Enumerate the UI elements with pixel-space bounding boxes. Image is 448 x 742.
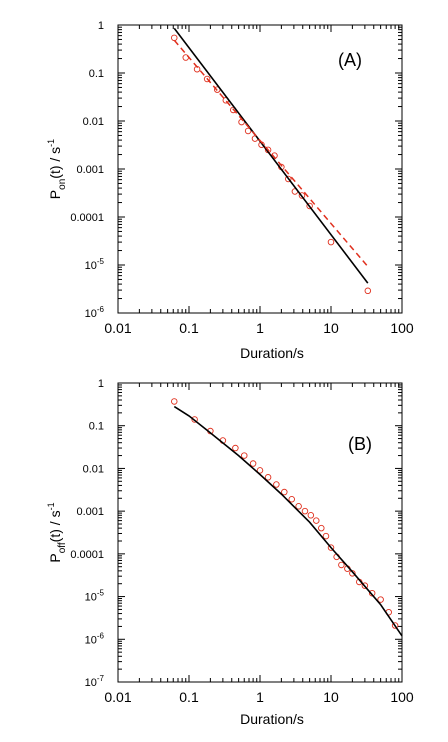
data-point	[307, 512, 315, 519]
y-tick-label: 1	[98, 378, 104, 390]
plot-frame	[117, 382, 403, 683]
data-point	[240, 452, 248, 459]
y-tick-label: 1	[98, 20, 104, 32]
data-point	[313, 517, 320, 524]
data-point	[306, 202, 313, 210]
data-point	[171, 398, 178, 405]
data-point	[318, 524, 325, 532]
y-tick-label: 0.1	[89, 421, 104, 433]
data-point	[301, 507, 309, 515]
y-tick-label: 10-5	[85, 589, 105, 604]
data-point	[285, 175, 292, 183]
x-tick-label: 100	[390, 320, 414, 336]
y-tick-label: 10-7	[85, 674, 105, 689]
x-axis-label: Duration/s	[240, 345, 304, 361]
data-point	[391, 622, 399, 629]
y-tick-label: 10-6	[85, 631, 105, 646]
data-point	[364, 287, 372, 295]
y-tick-label: 0.01	[83, 116, 104, 128]
chart-panel-b: 0.01 0.1 1 10 100 1 0.1 0.01 0.001 0.0001 10-5 10-6…	[46, 378, 414, 727]
fit-line-solid	[173, 405, 403, 637]
data-point	[191, 416, 198, 423]
x-tick-label: 0.1	[179, 320, 199, 336]
data-point	[273, 481, 280, 488]
data-point	[203, 75, 211, 83]
chart-panel-a: 0.01 0.1 1 10 100 1 0.1 0.01 0.001 0.0001 10-5 10-6…	[46, 20, 414, 361]
x-tick-label: 10	[323, 320, 339, 336]
data-point	[295, 503, 302, 510]
data-point	[361, 582, 369, 589]
y-tick-label: 0.01	[83, 463, 104, 475]
data-point	[249, 460, 257, 467]
data-point	[298, 192, 306, 199]
y-tick-label: 0.001	[76, 506, 104, 518]
x-tick-label: 100	[390, 689, 414, 705]
x-tick-label: 1	[256, 320, 264, 336]
x-tick-label: 10	[323, 689, 339, 705]
y-tick-label: 10-5	[85, 257, 105, 272]
y-tick-label: 0.1	[89, 68, 104, 80]
data-point	[171, 34, 178, 42]
y-tick-label: 0.001	[76, 164, 104, 176]
y-axis-label: Pon(t) / s-1	[46, 139, 68, 199]
y-axis-label: Poff(t) / s-1	[46, 502, 68, 562]
x-tick-label: 0.01	[104, 320, 131, 336]
x-tick-label: 0.1	[179, 689, 199, 705]
x-tick-label: 1	[256, 689, 264, 705]
data-point	[281, 488, 288, 496]
data-point	[322, 532, 330, 540]
fit-line-solid	[173, 27, 369, 284]
x-tick-label: 0.01	[104, 689, 131, 705]
x-axis-label: Duration/s	[240, 711, 304, 727]
y-tick-label: 0.0001	[70, 549, 104, 561]
fit-line-dashed	[173, 39, 369, 267]
panel-label: (A)	[338, 50, 362, 70]
data-point	[377, 596, 384, 603]
data-point	[244, 127, 252, 135]
data-point	[349, 570, 356, 577]
panel-label: (B)	[348, 434, 372, 454]
data-point	[256, 467, 264, 474]
data-point	[288, 495, 295, 503]
data-point	[338, 561, 345, 569]
data-point	[327, 238, 335, 246]
y-tick-label: 10-6	[85, 305, 105, 320]
y-tick-label: 0.0001	[70, 212, 104, 224]
data-point	[327, 544, 335, 551]
data-point	[232, 444, 239, 452]
data-point	[264, 474, 272, 481]
